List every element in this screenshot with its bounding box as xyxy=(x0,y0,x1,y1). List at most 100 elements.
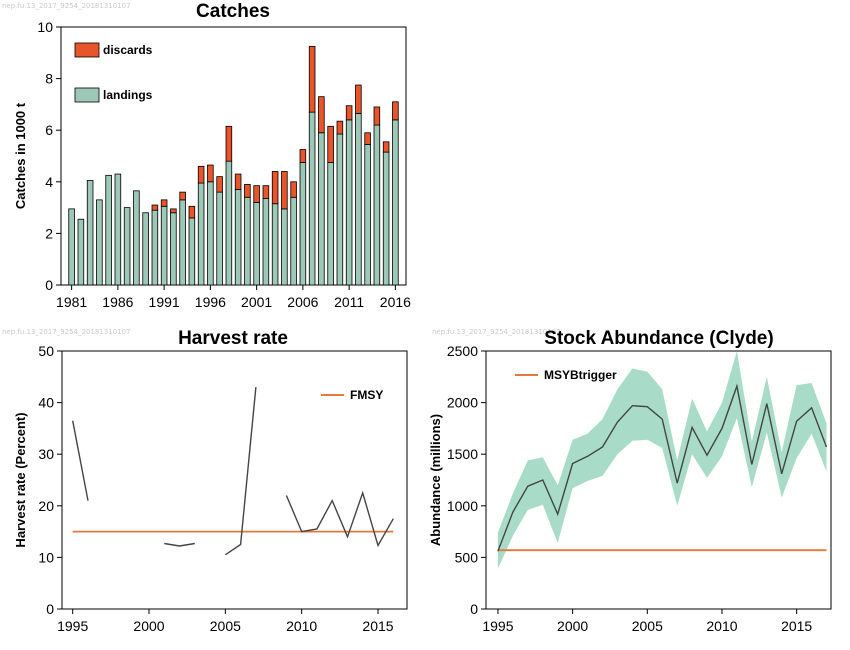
x-tick-label: 2015 xyxy=(781,618,812,634)
bar-landings xyxy=(290,196,297,286)
x-tick-label: 2011 xyxy=(334,294,364,310)
bar-landings xyxy=(392,119,399,286)
bar-landings xyxy=(234,189,242,286)
bar-discards xyxy=(170,208,177,214)
x-tick-label: 1991 xyxy=(149,294,180,310)
bar-discards xyxy=(318,96,325,134)
x-tick-label: 2005 xyxy=(210,618,241,634)
x-tick-label: 1996 xyxy=(195,294,226,310)
bar-discards xyxy=(392,101,399,121)
catches-chart: Catches Catches in 1000 t 0 2 4 6 8 10 1981 198… xyxy=(13,1,411,310)
bar-landings xyxy=(271,203,279,286)
x-tick-label: 2015 xyxy=(362,618,393,634)
legend-label-msybtrigger: MSYBtrigger xyxy=(544,368,617,382)
y-axis-label: Catches in 1000 t xyxy=(13,102,28,209)
y-tick-label: 500 xyxy=(455,549,479,565)
bar-landings xyxy=(225,160,233,286)
y-tick-label: 1500 xyxy=(447,446,478,462)
bar-landings xyxy=(253,202,260,286)
bar-discards xyxy=(382,141,390,153)
harvest-rate-line xyxy=(72,420,89,501)
y-tick-label: 0 xyxy=(45,277,53,293)
bar-discards xyxy=(216,176,223,193)
bar-landings xyxy=(327,162,334,286)
bar-discards xyxy=(299,149,307,163)
bar-landings xyxy=(308,111,316,286)
y-tick-label: 0 xyxy=(470,601,478,617)
bar-landings xyxy=(123,207,131,286)
x-tick-label: 2010 xyxy=(706,618,737,634)
bar-discards xyxy=(197,165,205,184)
bar-landings xyxy=(364,143,371,286)
x-tick-label: 2010 xyxy=(286,618,317,634)
y-tick-label: 2 xyxy=(45,225,53,241)
chart-title: Harvest rate xyxy=(178,328,288,349)
y-tick-label: 6 xyxy=(45,122,53,138)
bar-landings xyxy=(373,124,381,286)
harvest-rate-line xyxy=(224,387,257,556)
x-tick-label: 2000 xyxy=(557,618,588,634)
bar-landings xyxy=(160,205,168,286)
y-tick-label: 40 xyxy=(38,395,54,411)
bar-landings xyxy=(151,209,159,286)
bar-landings xyxy=(170,212,177,286)
plot-frame xyxy=(61,350,408,610)
bar-discards xyxy=(234,173,242,190)
bar-landings xyxy=(207,181,214,286)
y-tick-label: 30 xyxy=(38,446,54,462)
x-tick-label: 2000 xyxy=(133,618,164,634)
watermark-abundance: nep.fu.13_2017_9254_20181310107 xyxy=(432,328,561,336)
bar-landings xyxy=(355,113,362,286)
watermark-catches: nep.fu.13_2017_9254_20181310107 xyxy=(2,2,131,10)
bar-landings xyxy=(336,133,344,286)
bar-landings xyxy=(318,132,325,286)
y-axis-label: Abundance (millions) xyxy=(428,414,443,546)
bar-discards xyxy=(179,191,186,201)
bar-discards xyxy=(160,199,168,207)
bar-discards xyxy=(253,185,260,203)
y-tick-label: 8 xyxy=(45,71,53,87)
x-tick-label: 2005 xyxy=(632,618,663,634)
bar-discards xyxy=(271,171,279,205)
bar-landings xyxy=(299,162,307,286)
legend-swatch-landings xyxy=(74,87,100,103)
bar-landings xyxy=(382,151,390,286)
bar-discards xyxy=(207,164,214,183)
bar-landings xyxy=(142,212,149,286)
legend-label-fmsy: FMSY xyxy=(350,388,383,402)
bar-landings xyxy=(188,217,196,286)
bar-discards xyxy=(364,132,371,145)
x-tick-label: 1995 xyxy=(482,618,513,634)
bar-landings xyxy=(96,199,103,286)
bar-landings xyxy=(197,182,205,286)
bar-discards xyxy=(355,84,362,114)
plot-frame xyxy=(60,26,407,286)
chart-title: Stock Abundance (Clyde) xyxy=(544,328,773,349)
x-tick-label: 2001 xyxy=(241,294,272,310)
legend-swatch-discards xyxy=(74,42,100,58)
bar-landings xyxy=(345,119,353,286)
plot-frame xyxy=(485,350,832,610)
chart-title: Catches xyxy=(196,1,270,22)
bar-discards xyxy=(281,171,288,210)
x-tick-label: 1995 xyxy=(57,618,88,634)
harvest-rate-line xyxy=(285,490,394,548)
stock-abundance-chart: Stock Abundance (Clyde) Abundance (milli… xyxy=(428,328,832,634)
legend-label-landings: landings xyxy=(103,88,153,102)
bar-landings xyxy=(244,196,251,286)
bar-discards xyxy=(225,125,233,162)
y-tick-label: 4 xyxy=(45,174,53,190)
x-tick-label: 1986 xyxy=(102,294,133,310)
abundance-line xyxy=(497,383,828,552)
y-axis-label: Harvest rate (Percent) xyxy=(13,412,28,547)
y-tick-label: 50 xyxy=(38,343,54,359)
y-tick-label: 2000 xyxy=(447,395,478,411)
bar-landings xyxy=(281,208,288,286)
bar-discards xyxy=(336,120,344,135)
bar-discards xyxy=(373,106,381,126)
y-tick-label: 1000 xyxy=(447,498,478,514)
bar-landings xyxy=(77,218,85,286)
bar-discards xyxy=(262,185,270,199)
confidence-band xyxy=(497,351,827,569)
bar-landings xyxy=(133,190,140,286)
